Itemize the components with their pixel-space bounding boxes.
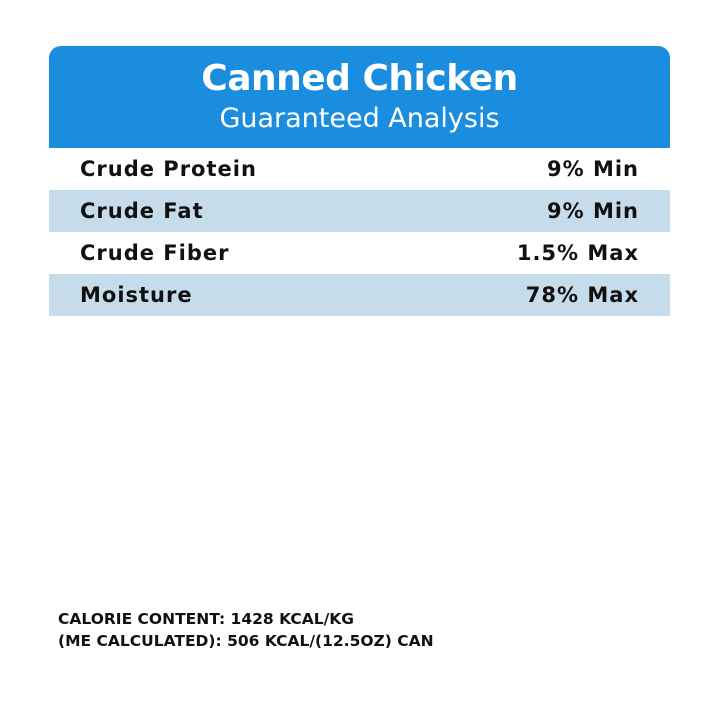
table-row: Moisture 78% Max xyxy=(49,274,670,316)
row-label: Moisture xyxy=(80,283,193,307)
row-value: 78% Max xyxy=(525,283,639,307)
product-title: Canned Chicken xyxy=(201,58,518,99)
row-value: 9% Min xyxy=(546,157,639,181)
subtitle: Guaranteed Analysis xyxy=(219,103,500,134)
calorie-line-1: CALORIE CONTENT: 1428 KCAL/KG xyxy=(58,610,355,628)
header: Canned Chicken Guaranteed Analysis xyxy=(49,46,670,148)
table-row: Crude Fat 9% Min xyxy=(49,190,670,232)
row-value: 1.5% Max xyxy=(516,241,639,265)
row-label: Crude Fat xyxy=(80,199,204,223)
guaranteed-analysis-card: Canned Chicken Guaranteed Analysis Crude… xyxy=(49,46,670,316)
calorie-content: CALORIE CONTENT: 1428 KCAL/KG (ME CALCUL… xyxy=(58,608,434,652)
row-label: Crude Fiber xyxy=(80,241,230,265)
row-label: Crude Protein xyxy=(80,157,257,181)
table-row: Crude Protein 9% Min xyxy=(49,148,670,190)
table-row: Crude Fiber 1.5% Max xyxy=(49,232,670,274)
calorie-line-2: (ME CALCULATED): 506 KCAL/(12.5OZ) CAN xyxy=(58,632,434,650)
row-value: 9% Min xyxy=(546,199,639,223)
